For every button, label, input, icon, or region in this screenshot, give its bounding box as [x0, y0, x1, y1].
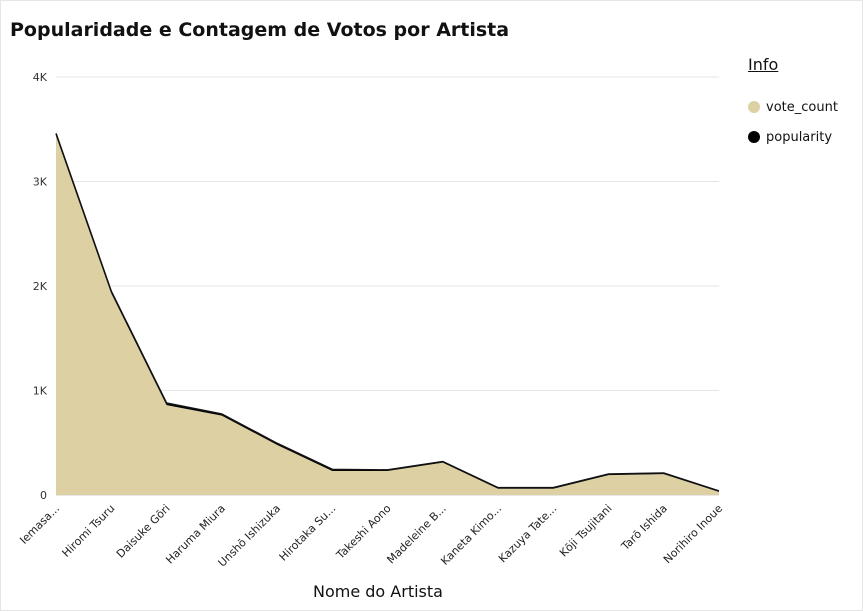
y-tick-label: 2K — [33, 280, 48, 293]
data-point[interactable] — [386, 468, 390, 472]
y-tick-label: 4K — [33, 71, 48, 84]
x-tick-label: Daisuke Gōri — [114, 502, 173, 561]
area-vote-count[interactable] — [56, 135, 719, 495]
x-axis-label: Nome do Artista — [313, 582, 443, 601]
y-tick-labels: 0 1K 2K 3K 4K — [33, 71, 48, 502]
series-areas — [56, 133, 719, 495]
legend-swatch-popularity — [748, 131, 760, 143]
x-tick-label: Tarō Ishida — [618, 502, 670, 554]
series-lines — [54, 131, 721, 493]
legend-item-popularity[interactable]: popularity — [748, 122, 838, 152]
legend-swatch-vote-count — [748, 101, 760, 113]
data-point[interactable] — [551, 486, 555, 490]
y-tick-label: 3K — [33, 176, 48, 189]
data-point[interactable] — [165, 401, 169, 405]
data-point[interactable] — [496, 486, 500, 490]
legend-label-vote-count: vote_count — [766, 99, 838, 115]
legend-label-popularity: popularity — [766, 129, 833, 145]
y-tick-label: 1K — [33, 385, 48, 398]
chart-title: Popularidade e Contagem de Votos por Art… — [10, 19, 510, 41]
line-popularity — [55, 133, 720, 492]
legend: Info vote_count popularity — [748, 55, 838, 152]
data-point[interactable] — [220, 412, 224, 416]
x-tick-label: Takeshi Aono — [333, 502, 394, 563]
data-point[interactable] — [662, 471, 666, 475]
x-tick-label: Kōji Tsujitani — [557, 502, 615, 560]
data-point[interactable] — [717, 489, 721, 493]
x-tick-label: Hiromi Tsuru — [60, 502, 118, 560]
data-point[interactable] — [275, 441, 279, 445]
x-tick-label: Iemasa... — [17, 502, 62, 547]
legend-item-vote-count[interactable]: vote_count — [748, 92, 838, 122]
x-tick-label: Hirotaka Su... — [277, 502, 339, 564]
data-point[interactable] — [109, 289, 113, 293]
x-tick-label: Norihiro Inoue — [661, 502, 725, 566]
y-tick-label: 0 — [40, 489, 47, 502]
x-tick-label: Kazuya Tate... — [496, 502, 559, 565]
data-point[interactable] — [54, 131, 58, 135]
data-point[interactable] — [441, 460, 445, 464]
data-point[interactable] — [330, 467, 334, 471]
legend-title: Info — [748, 55, 779, 74]
data-point[interactable] — [607, 472, 611, 476]
